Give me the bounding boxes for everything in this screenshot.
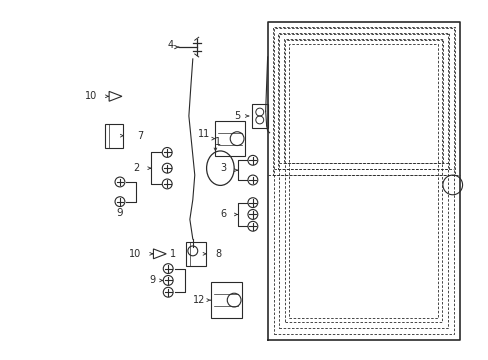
- Text: 9: 9: [117, 208, 123, 219]
- Text: 3: 3: [220, 163, 226, 173]
- Text: 5: 5: [233, 111, 240, 121]
- Text: 9: 9: [149, 275, 155, 285]
- Text: 8: 8: [215, 249, 221, 259]
- Text: 1: 1: [170, 249, 176, 259]
- Text: 10: 10: [85, 91, 97, 101]
- Text: 10: 10: [129, 249, 142, 259]
- Text: 4: 4: [168, 40, 174, 50]
- Text: 11: 11: [198, 129, 210, 139]
- Text: 12: 12: [193, 295, 205, 305]
- Text: 1: 1: [215, 136, 221, 147]
- Text: 2: 2: [133, 163, 140, 173]
- Text: 6: 6: [220, 210, 226, 220]
- Text: 7: 7: [137, 131, 142, 141]
